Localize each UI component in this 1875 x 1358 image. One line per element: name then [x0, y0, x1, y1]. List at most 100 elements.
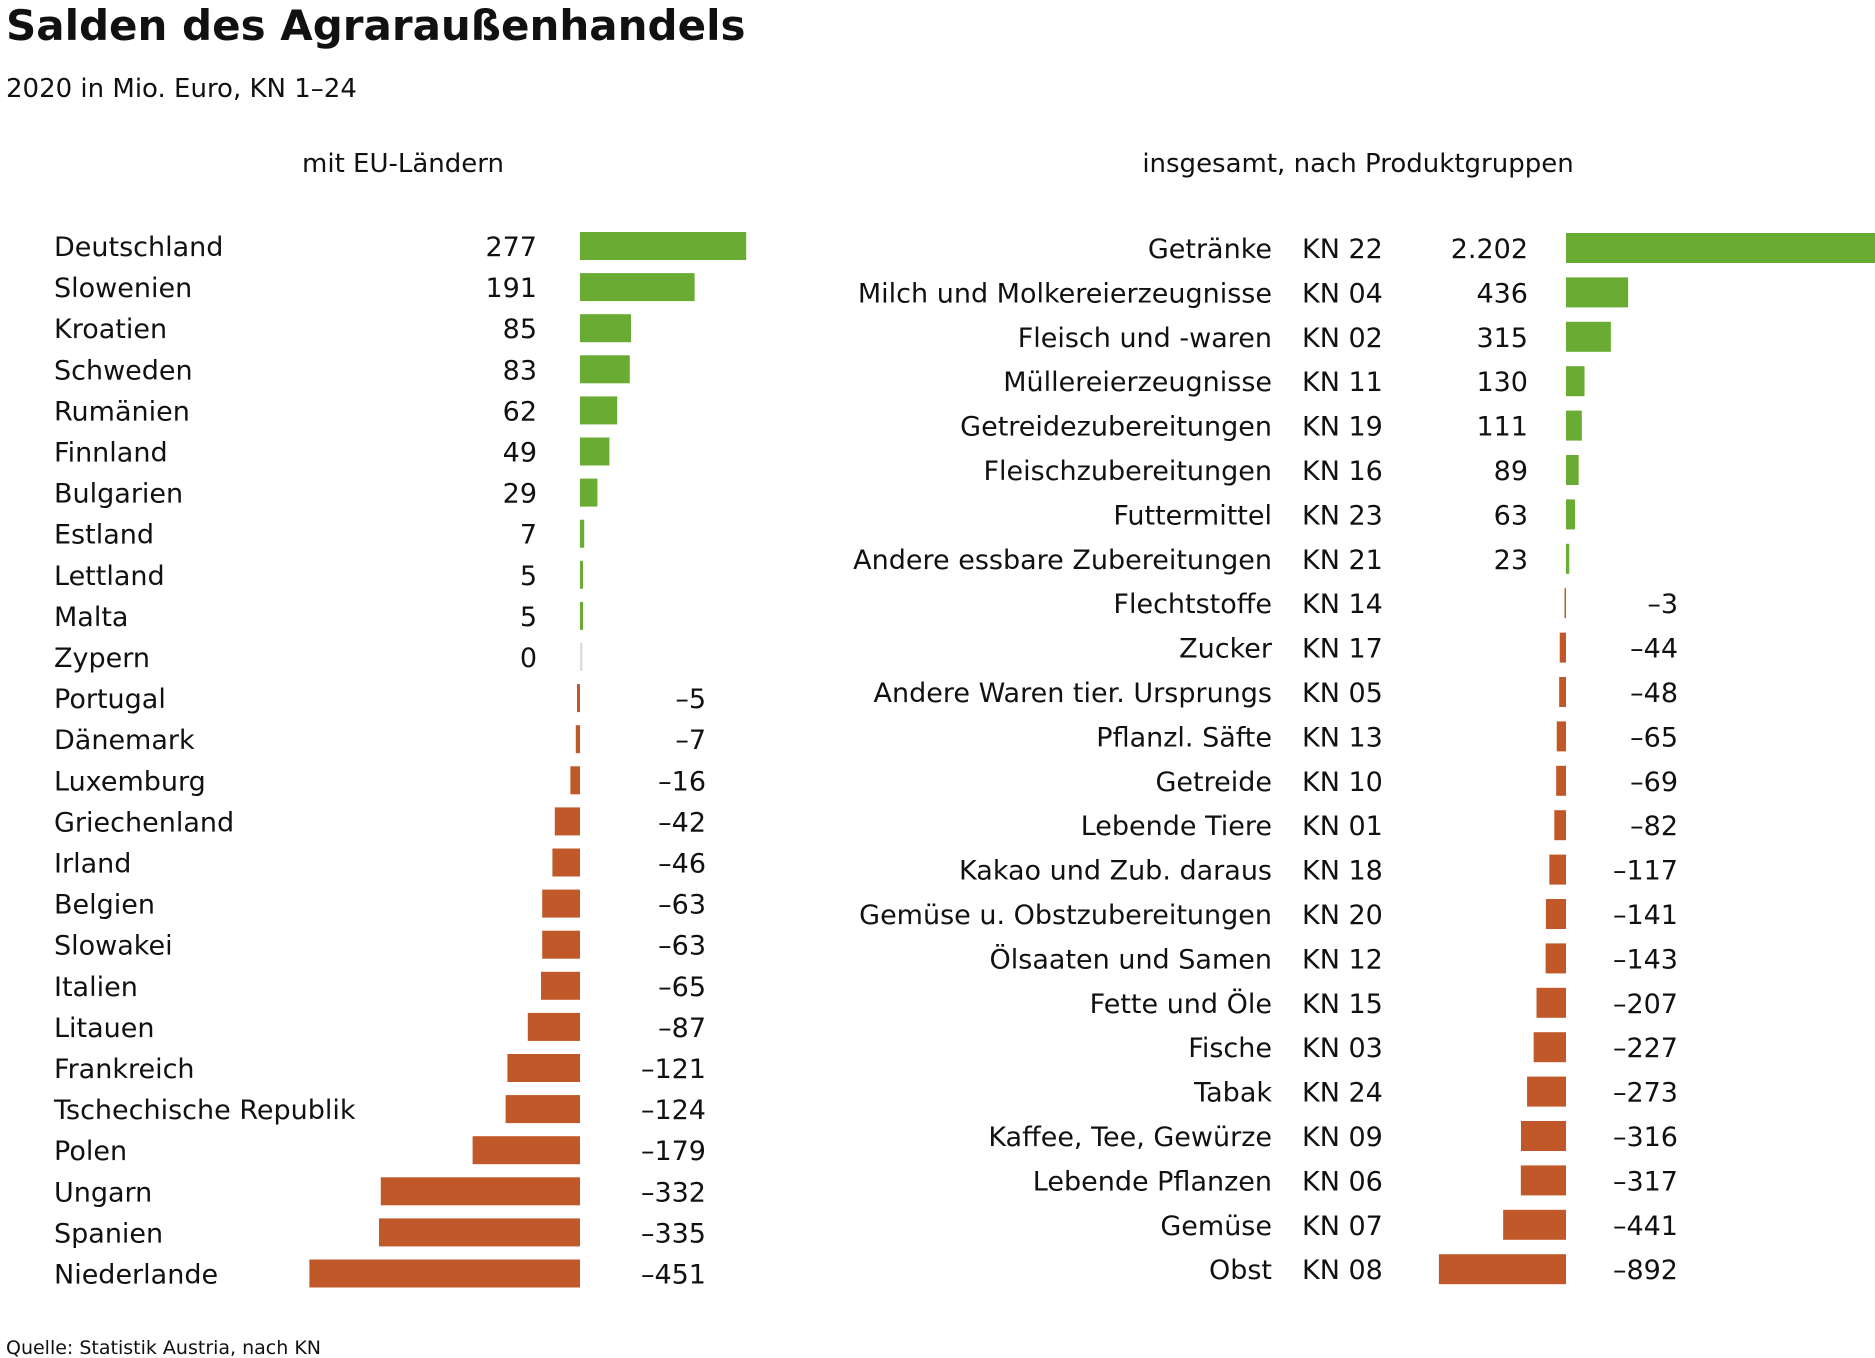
product-label-getreidezubereitungen: Getreidezubereitungen	[960, 412, 1272, 443]
product-value-gemuse-u-obstzubereitungen: –141	[1613, 900, 1678, 931]
eu-label-finnland: Finnland	[54, 438, 168, 469]
product-bar-fleisch-und-waren	[1566, 321, 1611, 352]
product-bar-futtermittel	[1566, 499, 1575, 530]
product-label-getranke: Getränke	[1148, 234, 1272, 265]
product-code-kakao-und-zub-daraus: KN 18	[1302, 856, 1383, 887]
product-label-kakao-und-zub-daraus: Kakao und Zub. daraus	[959, 856, 1272, 887]
product-value-getreidezubereitungen: 111	[1476, 412, 1528, 443]
eu-label-slowenien: Slowenien	[54, 273, 192, 304]
product-bar-getreide	[1556, 765, 1566, 796]
product-label-fleisch-und-waren: Fleisch und -waren	[1018, 323, 1272, 354]
eu-value-litauen: –87	[658, 1013, 706, 1044]
panel-title-products: insgesamt, nach Produktgruppen	[1142, 149, 1573, 179]
product-bar-mullereierzeugnisse	[1566, 366, 1585, 397]
product-bar-getranke	[1566, 233, 1875, 263]
eu-value-spanien: –335	[641, 1218, 706, 1249]
eu-bar-schweden	[580, 355, 630, 384]
product-label-obst: Obst	[1209, 1255, 1272, 1286]
product-code-fleisch-und-waren: KN 02	[1302, 323, 1383, 354]
product-code-andere-waren-tier-ursprungs: KN 05	[1302, 678, 1383, 709]
eu-label-griechenland: Griechenland	[54, 807, 234, 838]
product-label-andere-waren-tier-ursprungs: Andere Waren tier. Ursprungs	[874, 678, 1272, 709]
product-code-lebende-pflanzen: KN 06	[1302, 1166, 1383, 1197]
eu-bar-polen	[472, 1136, 580, 1165]
product-value-fleisch-und-waren: 315	[1476, 323, 1528, 354]
product-code-fleischzubereitungen: KN 16	[1302, 456, 1383, 487]
eu-value-zypern: 0	[520, 643, 537, 674]
product-value-lebende-pflanzen: –317	[1613, 1166, 1678, 1197]
product-value-fische: –227	[1613, 1033, 1678, 1064]
eu-value-rumanien: 62	[503, 396, 537, 427]
eu-bar-spanien	[379, 1218, 580, 1247]
eu-value-italien: –65	[658, 972, 706, 1003]
product-label-tabak: Tabak	[1193, 1078, 1272, 1109]
product-label-lebende-tiere: Lebende Tiere	[1081, 811, 1272, 842]
product-label-futtermittel: Futtermittel	[1113, 500, 1272, 531]
product-label-flechtstoffe: Flechtstoffe	[1113, 589, 1272, 620]
product-bar-fette-und-ole	[1536, 987, 1566, 1018]
eu-value-belgien: –63	[658, 890, 706, 921]
product-label-andere-essbare-zubereitungen: Andere essbare Zubereitungen	[853, 545, 1272, 576]
product-code-fette-und-ole: KN 15	[1302, 989, 1383, 1020]
product-label-gemuse: Gemüse	[1160, 1211, 1272, 1242]
product-code-getreide: KN 10	[1302, 767, 1383, 798]
product-value-kakao-und-zub-daraus: –117	[1613, 856, 1678, 887]
eu-label-frankreich: Frankreich	[54, 1054, 195, 1085]
eu-label-rumanien: Rumänien	[54, 396, 190, 427]
product-value-mullereierzeugnisse: 130	[1476, 367, 1528, 398]
product-code-getreidezubereitungen: KN 19	[1302, 412, 1383, 443]
eu-bar-belgien	[542, 889, 580, 918]
eu-label-spanien: Spanien	[54, 1218, 163, 1249]
product-code-getranke: KN 22	[1302, 234, 1383, 265]
eu-label-bulgarien: Bulgarien	[54, 479, 183, 510]
eu-label-slowakei: Slowakei	[54, 931, 173, 962]
eu-label-ungarn: Ungarn	[54, 1177, 152, 1208]
eu-value-luxemburg: –16	[658, 766, 706, 797]
product-bar-flechtstoffe	[1564, 588, 1566, 619]
product-bar-olsaaten-und-samen	[1545, 943, 1566, 974]
eu-bar-ungarn	[380, 1177, 580, 1206]
product-code-tabak: KN 24	[1302, 1078, 1383, 1109]
eu-bar-bulgarien	[580, 478, 598, 507]
product-bar-andere-essbare-zubereitungen	[1566, 543, 1570, 574]
product-code-gemuse-u-obstzubereitungen: KN 20	[1302, 900, 1383, 931]
eu-bar-italien	[541, 971, 580, 1000]
eu-label-kroatien: Kroatien	[54, 314, 167, 345]
product-code-futtermittel: KN 23	[1302, 500, 1383, 531]
product-code-fische: KN 03	[1302, 1033, 1383, 1064]
eu-bar-malta	[580, 601, 583, 630]
eu-bar-deutschland	[580, 232, 747, 260]
eu-label-portugal: Portugal	[54, 684, 166, 715]
eu-value-griechenland: –42	[658, 807, 706, 838]
product-bar-fische	[1533, 1032, 1566, 1063]
product-bar-andere-waren-tier-ursprungs	[1559, 677, 1566, 707]
eu-bar-griechenland	[554, 807, 580, 836]
eu-bar-slowakei	[542, 930, 580, 959]
product-label-milch-und-molkereierzeugnisse: Milch und Molkereierzeugnisse	[858, 278, 1272, 309]
product-label-fleischzubereitungen: Fleischzubereitungen	[984, 456, 1273, 487]
product-code-pflanzl-safte: KN 13	[1302, 722, 1383, 753]
product-code-mullereierzeugnisse: KN 11	[1302, 367, 1383, 398]
eu-bar-kroatien	[580, 314, 631, 343]
product-value-futtermittel: 63	[1494, 500, 1528, 531]
eu-value-portugal: –5	[675, 684, 706, 715]
product-bar-kakao-und-zub-daraus	[1549, 854, 1566, 885]
product-value-andere-essbare-zubereitungen: 23	[1494, 545, 1528, 576]
product-label-fische: Fische	[1188, 1033, 1272, 1064]
eu-value-schweden: 83	[503, 355, 537, 386]
eu-bar-slowenien	[580, 273, 695, 302]
eu-bar-estland	[580, 519, 585, 548]
product-label-kaffee-tee-gewurze: Kaffee, Tee, Gewürze	[988, 1122, 1272, 1153]
product-value-olsaaten-und-samen: –143	[1613, 944, 1678, 975]
eu-bar-niederlande	[309, 1259, 580, 1288]
product-bar-getreidezubereitungen	[1566, 410, 1582, 441]
eu-label-luxemburg: Luxemburg	[54, 766, 206, 797]
product-bar-kaffee-tee-gewurze	[1520, 1121, 1566, 1151]
eu-bar-tschechische-republik	[505, 1095, 580, 1124]
product-value-zucker: –44	[1630, 634, 1678, 665]
source-note: Quelle: Statistik Austria, nach KN	[6, 1337, 321, 1358]
eu-value-frankreich: –121	[641, 1054, 706, 1085]
eu-countries-panel: Deutschland 277 Slowenien 191 Kroatien 85 Schw…	[53, 232, 747, 1291]
product-code-andere-essbare-zubereitungen: KN 21	[1302, 545, 1383, 576]
